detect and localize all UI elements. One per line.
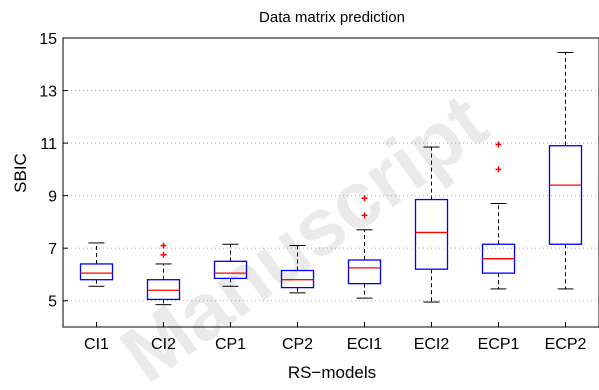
x-tick-label: CP2 xyxy=(282,336,313,353)
outlier-point xyxy=(160,251,167,258)
box-cp1 xyxy=(213,243,248,287)
outlier-point xyxy=(361,195,368,202)
x-tick-label: ECI2 xyxy=(414,336,450,353)
x-tick-label: ECP2 xyxy=(545,336,587,353)
box-iqr xyxy=(548,145,583,245)
y-tick-label: 15 xyxy=(39,31,57,48)
box-layer xyxy=(79,51,583,306)
box-ci2 xyxy=(146,242,181,306)
plot-frame xyxy=(62,37,599,328)
y-tick-label: 13 xyxy=(39,84,57,101)
x-tick-label: ECI1 xyxy=(347,336,383,353)
box-iqr xyxy=(280,269,315,289)
box-iqr xyxy=(79,263,114,281)
x-tick-label: ECP1 xyxy=(478,336,520,353)
y-tick-label: 5 xyxy=(48,294,57,311)
y-tick-label: 11 xyxy=(40,136,57,153)
box-ecp2 xyxy=(548,51,583,290)
box-iqr xyxy=(414,198,449,270)
box-ci1 xyxy=(79,242,114,287)
tick-layer: 5 7 9 11 13 15 CI1 CI2 CP1 CP2 ECI1 ECI2 ECP1 ECP2 xyxy=(39,31,586,353)
x-tick-label: CI1 xyxy=(84,336,109,353)
box-cp2 xyxy=(280,245,315,294)
y-axis-title: SBIC xyxy=(11,153,30,193)
outlier-point xyxy=(495,166,502,173)
outlier-point xyxy=(160,242,167,249)
box-eci1 xyxy=(347,195,382,299)
y-tick-label: 7 xyxy=(48,241,57,258)
chart-title: Data matrix prediction xyxy=(259,9,405,26)
box-ecp1 xyxy=(481,141,516,290)
outlier-point xyxy=(361,212,368,219)
box-iqr xyxy=(146,279,181,301)
box-iqr xyxy=(347,259,382,285)
x-tick-label: CI2 xyxy=(151,336,176,353)
outlier-point xyxy=(495,141,502,148)
box-iqr xyxy=(213,260,248,280)
x-tick-label: CP1 xyxy=(215,336,246,353)
box-eci2 xyxy=(414,146,449,303)
y-tick-label: 9 xyxy=(48,189,57,206)
x-axis-title: RS−models xyxy=(288,363,376,382)
